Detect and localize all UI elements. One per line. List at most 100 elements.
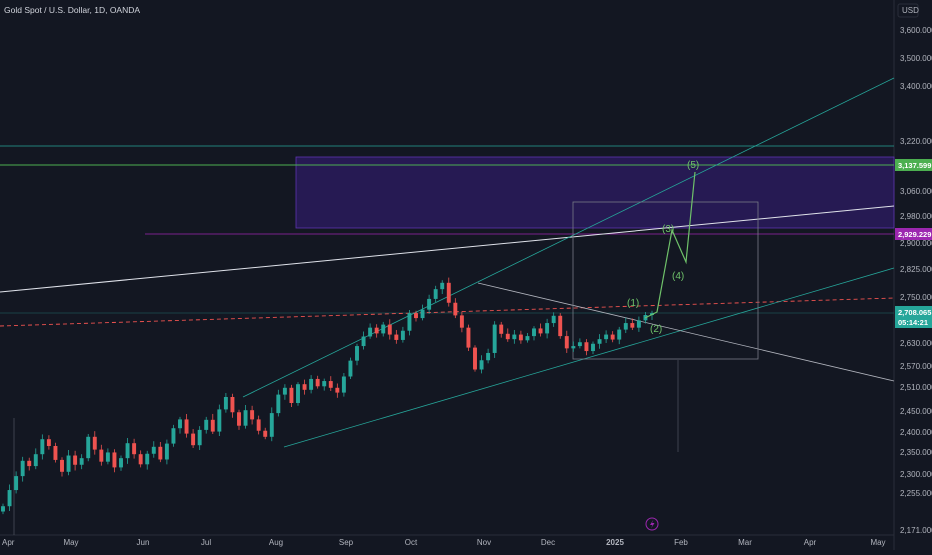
candle-up[interactable]: [381, 324, 386, 334]
candle-up[interactable]: [545, 323, 550, 334]
candle-up[interactable]: [178, 419, 182, 429]
candle-up[interactable]: [525, 336, 530, 341]
candle-up[interactable]: [105, 452, 110, 462]
candle-up[interactable]: [591, 343, 595, 352]
candle-up[interactable]: [400, 330, 405, 340]
candle-up[interactable]: [14, 476, 19, 491]
candle-up[interactable]: [296, 384, 300, 403]
candle-down[interactable]: [256, 419, 261, 431]
candle-down[interactable]: [184, 419, 189, 434]
candle-down[interactable]: [191, 433, 196, 446]
candle-down[interactable]: [584, 342, 589, 352]
target-zone[interactable]: [295, 156, 895, 229]
candle-up[interactable]: [440, 282, 445, 290]
candle-up[interactable]: [197, 429, 202, 446]
candle-up[interactable]: [368, 327, 373, 337]
candle-down[interactable]: [558, 315, 563, 337]
candle-up[interactable]: [571, 346, 576, 349]
candle-down[interactable]: [453, 302, 458, 316]
candle-down[interactable]: [499, 324, 504, 334]
candle-down[interactable]: [473, 347, 477, 370]
candle-down[interactable]: [53, 446, 58, 460]
candle-up[interactable]: [119, 458, 123, 468]
candle-up[interactable]: [636, 320, 641, 328]
candle-up[interactable]: [551, 315, 556, 324]
candle-up[interactable]: [276, 394, 281, 414]
candle-up[interactable]: [243, 410, 248, 426]
candle-up[interactable]: [604, 334, 609, 340]
candle-down[interactable]: [387, 324, 392, 335]
candle-up[interactable]: [145, 453, 150, 465]
candle-up[interactable]: [577, 342, 582, 347]
candle-down[interactable]: [505, 333, 510, 340]
candle-up[interactable]: [355, 346, 359, 361]
candle-up[interactable]: [7, 490, 12, 507]
candle-up[interactable]: [20, 460, 25, 477]
candle-up[interactable]: [427, 298, 432, 310]
candle-up[interactable]: [33, 454, 38, 467]
candle-down[interactable]: [394, 334, 399, 340]
candle-down[interactable]: [610, 334, 615, 340]
candle-up[interactable]: [164, 443, 169, 460]
candle-down[interactable]: [328, 381, 333, 388]
candle-down[interactable]: [92, 436, 97, 450]
time-axis[interactable]: Apr May Jun Jul Aug Sep Oct Nov Dec 2025 Feb Mar Apr…: [0, 534, 894, 547]
candle-up[interactable]: [269, 413, 274, 437]
candle-up[interactable]: [486, 352, 491, 361]
candle-down[interactable]: [538, 328, 543, 334]
candle-down[interactable]: [414, 313, 418, 319]
candle-down[interactable]: [302, 384, 307, 390]
candle-down[interactable]: [210, 419, 215, 432]
candle-up[interactable]: [86, 436, 91, 459]
candle-down[interactable]: [564, 336, 569, 349]
candle-up[interactable]: [532, 328, 536, 337]
candle-down[interactable]: [335, 387, 340, 393]
candle-up[interactable]: [348, 360, 353, 377]
descending-trendline[interactable]: [477, 282, 895, 382]
candle-up[interactable]: [512, 334, 517, 340]
candle-down[interactable]: [374, 327, 379, 334]
candle-down[interactable]: [315, 378, 320, 387]
candle-up[interactable]: [125, 443, 130, 459]
projection-box[interactable]: [572, 201, 759, 360]
candle-up[interactable]: [341, 376, 346, 393]
candle-down[interactable]: [446, 282, 451, 303]
candle-down[interactable]: [289, 387, 294, 403]
candle-up[interactable]: [217, 409, 222, 432]
candle-up[interactable]: [407, 313, 412, 331]
lightning-icon[interactable]: [645, 517, 659, 531]
candle-up[interactable]: [1, 506, 5, 512]
price-axis[interactable]: 3,600.000 3,500.000 3,400.000 3,220.000 3,06…: [893, 0, 932, 550]
candle-up[interactable]: [322, 381, 327, 387]
candle-down[interactable]: [60, 459, 64, 472]
candle-down[interactable]: [263, 430, 268, 437]
white-trendline[interactable]: [0, 205, 895, 293]
candle-down[interactable]: [73, 455, 78, 465]
candle-down[interactable]: [112, 452, 117, 468]
candle-up[interactable]: [433, 289, 438, 299]
candle-down[interactable]: [46, 439, 51, 446]
candle-down[interactable]: [466, 327, 471, 348]
channel-upper-line[interactable]: [242, 77, 895, 398]
candle-down[interactable]: [230, 397, 235, 413]
candle-up[interactable]: [66, 455, 71, 472]
candle-down[interactable]: [158, 446, 163, 460]
candle-up[interactable]: [597, 339, 602, 344]
candlestick-series[interactable]: [1, 277, 654, 515]
candle-up[interactable]: [623, 323, 628, 330]
candle-down[interactable]: [138, 454, 143, 465]
candle-up[interactable]: [171, 428, 176, 444]
candle-down[interactable]: [237, 412, 241, 426]
candle-up[interactable]: [420, 309, 425, 319]
candle-down[interactable]: [630, 323, 635, 328]
candle-up[interactable]: [79, 458, 84, 465]
candle-up[interactable]: [309, 378, 314, 390]
currency-button[interactable]: USD: [897, 3, 919, 18]
candle-down[interactable]: [250, 410, 255, 420]
candle-up[interactable]: [40, 439, 45, 455]
candle-down[interactable]: [132, 443, 137, 455]
candle-up[interactable]: [151, 446, 156, 454]
candle-up[interactable]: [617, 329, 622, 340]
candle-down[interactable]: [27, 460, 32, 467]
